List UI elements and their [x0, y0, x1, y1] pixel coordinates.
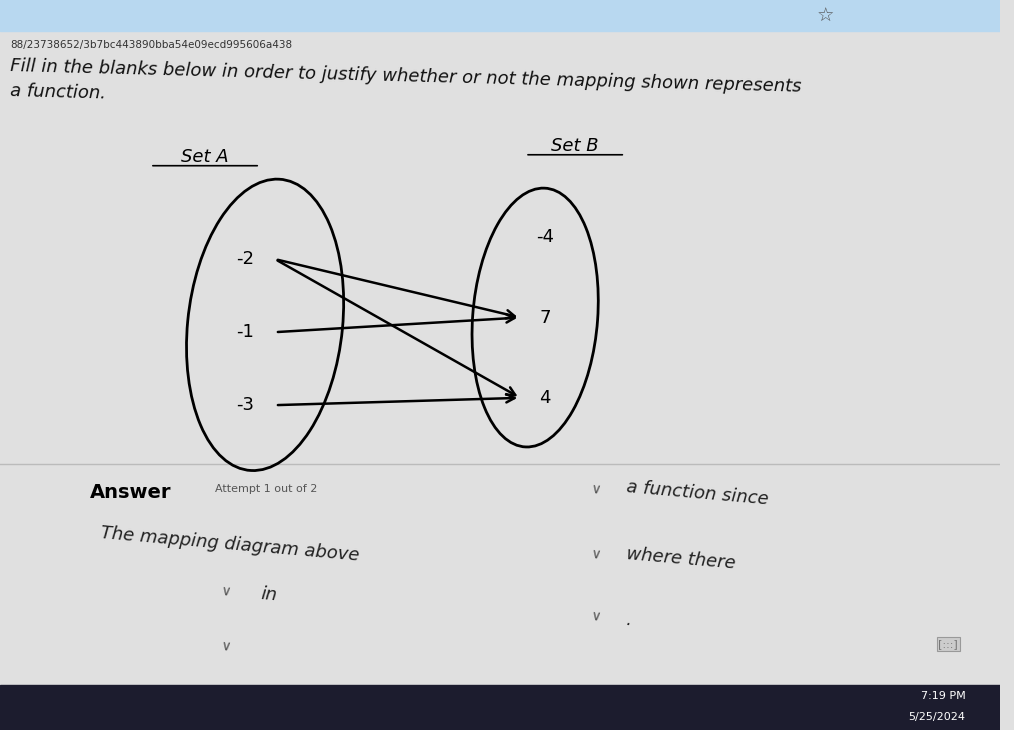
Text: Fill in the blanks below in order to justify whether or not the mapping shown re: Fill in the blanks below in order to jus… [10, 57, 802, 96]
Text: Attempt 1 out of 2: Attempt 1 out of 2 [215, 484, 317, 494]
Text: 5/25/2024: 5/25/2024 [909, 712, 965, 722]
Text: 4: 4 [539, 389, 551, 407]
Text: a function.: a function. [10, 82, 106, 102]
Text: ∨: ∨ [220, 584, 231, 599]
Text: The mapping diagram above: The mapping diagram above [100, 523, 360, 564]
Text: 7: 7 [539, 309, 551, 326]
Bar [0, 685, 1000, 730]
Text: ∨: ∨ [590, 610, 601, 624]
Text: .: . [626, 611, 633, 630]
Text: 88/23738652/3b7bc443890bba54e09ecd995606a438: 88/23738652/3b7bc443890bba54e09ecd995606… [10, 40, 292, 50]
Text: ∨: ∨ [590, 482, 601, 496]
Text: 7:19 PM: 7:19 PM [921, 691, 965, 701]
Text: a function since: a function since [626, 477, 769, 508]
Text: -4: -4 [536, 228, 555, 246]
Text: where there: where there [626, 545, 736, 572]
Text: Set A: Set A [182, 148, 229, 166]
Text: ∨: ∨ [220, 639, 231, 653]
Text: ☆: ☆ [816, 7, 834, 26]
Text: in: in [260, 585, 278, 604]
Text: [:::]: [:::] [938, 639, 958, 649]
Text: Answer: Answer [90, 483, 171, 502]
Text: Set B: Set B [552, 137, 599, 155]
Text: ∨: ∨ [590, 548, 601, 562]
Text: -2: -2 [236, 250, 255, 268]
Bar [0, 0, 1000, 31]
Text: -1: -1 [236, 323, 255, 341]
Text: -3: -3 [236, 396, 255, 414]
